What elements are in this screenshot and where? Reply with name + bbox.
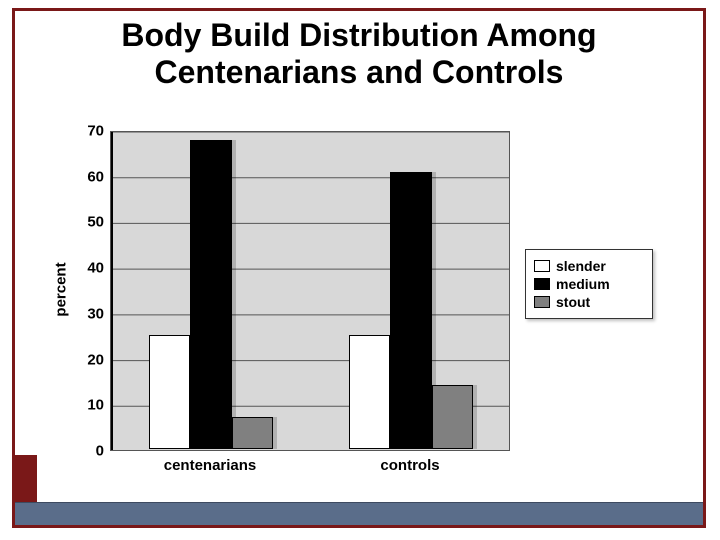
x-ticks: centenarians controls <box>110 457 510 481</box>
x-tick-label: centenarians <box>164 457 257 474</box>
bars-layer <box>111 132 509 450</box>
legend-swatch <box>534 260 550 272</box>
legend-item-medium: medium <box>534 276 644 292</box>
y-tick-label: 30 <box>70 305 104 322</box>
slide-frame: Body Build Distribution Among Centenaria… <box>12 8 706 528</box>
bar-medium <box>390 172 431 449</box>
y-tick-label: 60 <box>70 168 104 185</box>
y-tick-label: 10 <box>70 397 104 414</box>
legend-item-stout: stout <box>534 294 644 310</box>
bar-stout <box>432 385 473 449</box>
legend-label: stout <box>556 294 590 310</box>
y-axis-label: percent <box>53 262 70 316</box>
legend-swatch <box>534 278 550 290</box>
bar-slender <box>349 335 390 449</box>
legend: slender medium stout <box>525 249 653 319</box>
legend-label: slender <box>556 258 606 274</box>
bar-slender <box>149 335 190 449</box>
slide-title: Body Build Distribution Among Centenaria… <box>15 17 703 91</box>
title-line-2: Centenarians and Controls <box>155 54 564 90</box>
y-tick-label: 40 <box>70 260 104 277</box>
y-tick-label: 50 <box>70 214 104 231</box>
bar-medium <box>190 140 231 449</box>
title-line-1: Body Build Distribution Among <box>121 17 596 53</box>
plot-area <box>110 131 510 451</box>
chart-container: percent 010203040506070 centenarianscont… <box>70 131 690 501</box>
y-tick-label: 70 <box>70 123 104 140</box>
bar-stout <box>232 417 273 449</box>
y-tick-label: 20 <box>70 351 104 368</box>
legend-item-slender: slender <box>534 258 644 274</box>
legend-label: medium <box>556 276 610 292</box>
bottom-bar <box>15 502 703 525</box>
x-tick-label: controls <box>380 457 439 474</box>
y-tick-label: 0 <box>70 443 104 460</box>
y-ticks: 010203040506070 <box>72 131 106 451</box>
legend-swatch <box>534 296 550 308</box>
